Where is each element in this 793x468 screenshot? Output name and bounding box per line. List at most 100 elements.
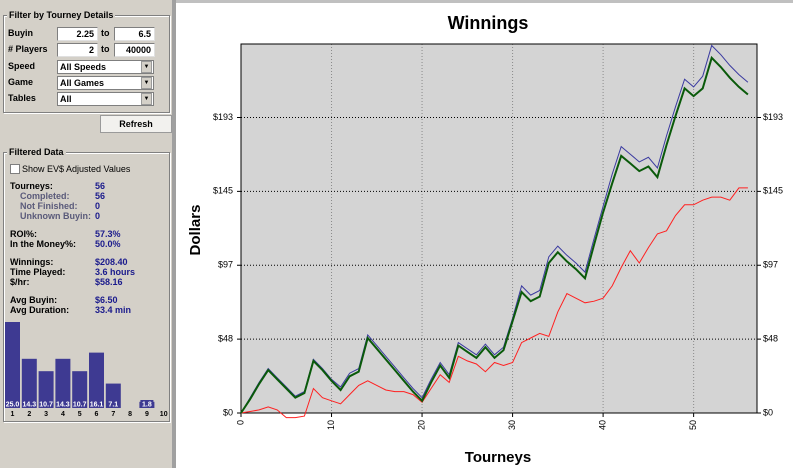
stat-label: Avg Duration:	[10, 305, 70, 315]
histogram-category-label: 1	[11, 411, 15, 418]
histogram-category-label: 10	[160, 411, 168, 418]
y-tick-label-right: $145	[763, 186, 783, 196]
x-axis-title: Tourneys	[465, 449, 531, 466]
filter-dropdown[interactable]: All	[57, 92, 154, 106]
stat-value: $58.16	[95, 277, 123, 287]
dropdown-arrow[interactable]: ▼	[141, 93, 152, 105]
histogram-value-label: 14.3	[22, 401, 36, 408]
histogram-label-bg	[90, 400, 103, 408]
y-tick-label: $193	[213, 112, 233, 122]
histogram-label-bg	[22, 400, 36, 408]
histogram-label-bg	[106, 400, 120, 408]
dropdown-arrow[interactable]: ▼	[141, 61, 152, 73]
histogram-value-label: 7.1	[108, 401, 118, 408]
histogram-label-bg	[39, 400, 53, 408]
histogram-bar	[72, 371, 88, 408]
filter-label: Speed	[8, 61, 36, 71]
stat-value: 3.6 hours	[95, 267, 136, 277]
filter-label: Tables	[8, 93, 36, 103]
histogram-bar	[38, 371, 54, 408]
histogram-bar	[21, 358, 37, 408]
histogram-category-label: 9	[145, 411, 149, 418]
histogram-category-label: 2	[27, 411, 31, 418]
y-tick-label-right: $97	[763, 260, 778, 270]
filter-label: Game	[8, 77, 34, 87]
histogram-value-label: 10.7	[73, 401, 87, 408]
histogram-category-label: 7	[111, 411, 115, 418]
x-tick-label: 10	[326, 420, 336, 430]
y-tick-label: $48	[218, 333, 233, 343]
y-tick-label-right: $48	[763, 333, 778, 343]
histogram-value-label: 10.7	[39, 401, 53, 408]
stat-sub-label: Completed:	[20, 191, 70, 201]
filtered-data-group-box	[3, 152, 170, 422]
stat-sub-value: 56	[95, 191, 106, 201]
chart-panel-top-border	[176, 0, 793, 3]
stat-sub-value: 0	[95, 211, 101, 221]
range-to-label: to	[101, 44, 110, 54]
histogram-label-bg	[140, 400, 154, 408]
histogram-category-label: 8	[128, 411, 132, 418]
ev-checkbox[interactable]	[10, 164, 20, 174]
filter-dropdown[interactable]: All Games	[57, 76, 154, 90]
stat-sub-label: Not Finished:	[20, 201, 78, 211]
x-tick-label: 50	[688, 420, 698, 430]
series-line	[240, 187, 748, 419]
stat-value: 56	[95, 181, 106, 191]
histogram-bar	[55, 358, 71, 408]
stat-label: Tourneys:	[10, 181, 53, 191]
stat-label: Avg Buyin:	[10, 295, 58, 305]
stat-value: $6.50	[95, 295, 118, 305]
splitter	[172, 0, 176, 468]
y-tick-label: $145	[213, 186, 233, 196]
histogram-category-label: 6	[95, 411, 99, 418]
stat-sub-value: 0	[95, 201, 101, 211]
filter-label: Buyin	[8, 28, 34, 38]
stat-label: Time Played:	[10, 267, 66, 277]
stat-label: ROI%:	[10, 229, 37, 239]
x-tick-label: 0	[235, 420, 245, 425]
histogram-label-bg	[6, 400, 19, 408]
range-from-input[interactable]: 2	[57, 43, 98, 57]
histogram-bar	[5, 322, 20, 408]
histogram-category-label: 4	[61, 411, 65, 418]
stat-value: $208.40	[95, 257, 128, 267]
x-tick-label: 20	[416, 420, 426, 430]
range-from-input[interactable]: 2.25	[57, 27, 98, 41]
histogram-category-label: 3	[44, 411, 48, 418]
y-axis-title: Dollars	[187, 205, 204, 256]
stat-label: Winnings:	[10, 257, 54, 267]
histogram-category-label: 5	[78, 411, 82, 418]
histogram-label-bg	[56, 400, 70, 408]
histogram-value-label: 1.8	[142, 401, 152, 408]
histogram-label-bg	[73, 400, 87, 408]
stat-value: 33.4 min	[95, 305, 132, 315]
stat-value: 50.0%	[95, 239, 121, 249]
range-to-label: to	[101, 28, 110, 38]
chart-title: Winnings	[448, 13, 529, 33]
histogram-value-label: 16.1	[90, 401, 104, 408]
range-to-input[interactable]: 6.5	[114, 27, 155, 41]
stat-label: In the Money%:	[10, 239, 77, 249]
histogram-value-label: 14.3	[56, 401, 70, 408]
y-tick-label: $0	[223, 407, 233, 417]
range-to-input[interactable]: 40000	[114, 43, 155, 57]
y-tick-label-right: $0	[763, 407, 773, 417]
ev-checkbox-label[interactable]: Show EV$ Adjusted Values	[22, 164, 131, 174]
x-tick-label: 30	[507, 420, 517, 430]
filter-dropdown[interactable]: All Speeds	[57, 60, 154, 74]
y-tick-label: $97	[218, 260, 233, 270]
y-tick-label-right: $193	[763, 112, 783, 122]
stat-label: $/hr:	[10, 277, 30, 287]
series-line	[240, 55, 749, 414]
filtered-data-title: Filtered Data	[7, 147, 66, 157]
plot-area	[240, 43, 758, 414]
filter-group-title: Filter by Tourney Details	[7, 10, 116, 20]
histogram-bar	[89, 352, 104, 408]
refresh-button[interactable]: Refresh	[100, 115, 172, 133]
stat-value: 57.3%	[95, 229, 121, 239]
x-tick-label: 40	[597, 420, 607, 430]
dropdown-arrow[interactable]: ▼	[141, 77, 152, 89]
